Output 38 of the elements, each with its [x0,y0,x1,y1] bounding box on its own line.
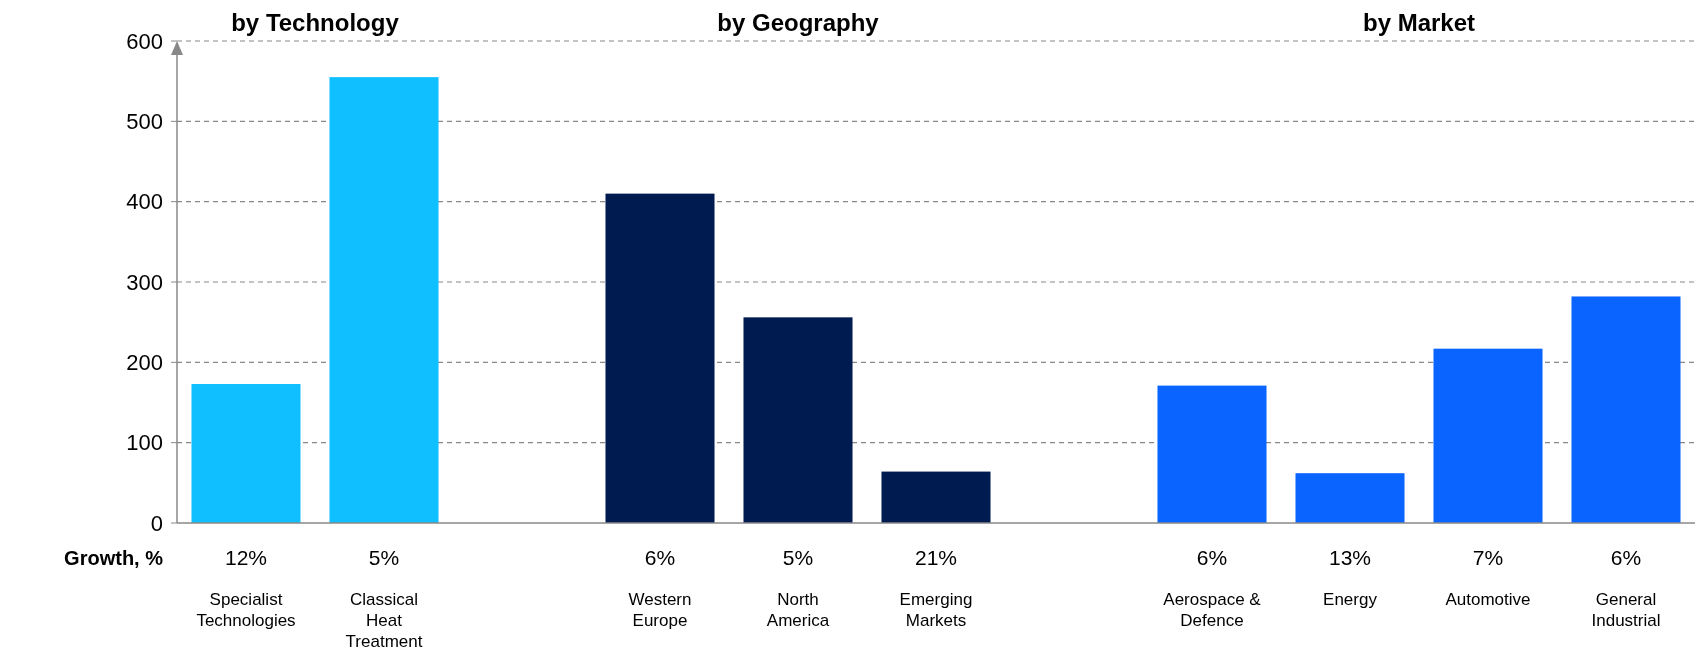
text: 12% [224,546,268,569]
bar [881,471,991,523]
x-tick-label: Western Europe [628,590,692,630]
x-tick-label: General Industrial [1591,590,1661,630]
x-tick-label: Classical Heat Treatment [345,590,423,651]
text: 5% [782,546,814,569]
y-tick-label: 600 [126,28,163,54]
text: 7% [1472,546,1504,569]
bar [329,77,439,523]
text: 6% [644,546,676,569]
bar [1295,473,1405,523]
x-tick-label: Automotive [1445,590,1531,609]
text: 13% [1328,546,1372,569]
text: by Technology [231,9,400,36]
y-tick-label: 500 [126,109,163,135]
bar [605,193,715,523]
bar [1157,385,1267,523]
text: Growth, % [64,547,164,569]
y-tick-label: 0 [150,510,163,536]
x-tick-label: Aerospace & Defence [1163,590,1262,630]
x-tick-label: Emerging Markets [899,590,973,630]
y-tick-label: 400 [126,189,163,215]
text: by Market [1362,9,1476,36]
bar [191,384,301,523]
y-tick-label: 200 [126,350,163,376]
y-tick-label: 100 [126,430,163,456]
text: by Geography [717,9,880,36]
text: 6% [1196,546,1228,569]
x-tick-label: Specialist Technologies [196,590,296,630]
text: 6% [1610,546,1642,569]
y-tick-label: 300 [126,269,163,295]
bar [743,317,853,523]
bar [1433,348,1543,523]
x-tick-label: Energy [1323,590,1378,609]
text: 5% [368,546,400,569]
text: 21% [914,546,958,569]
x-tick-label: North America [766,590,830,630]
bar [1571,296,1681,523]
